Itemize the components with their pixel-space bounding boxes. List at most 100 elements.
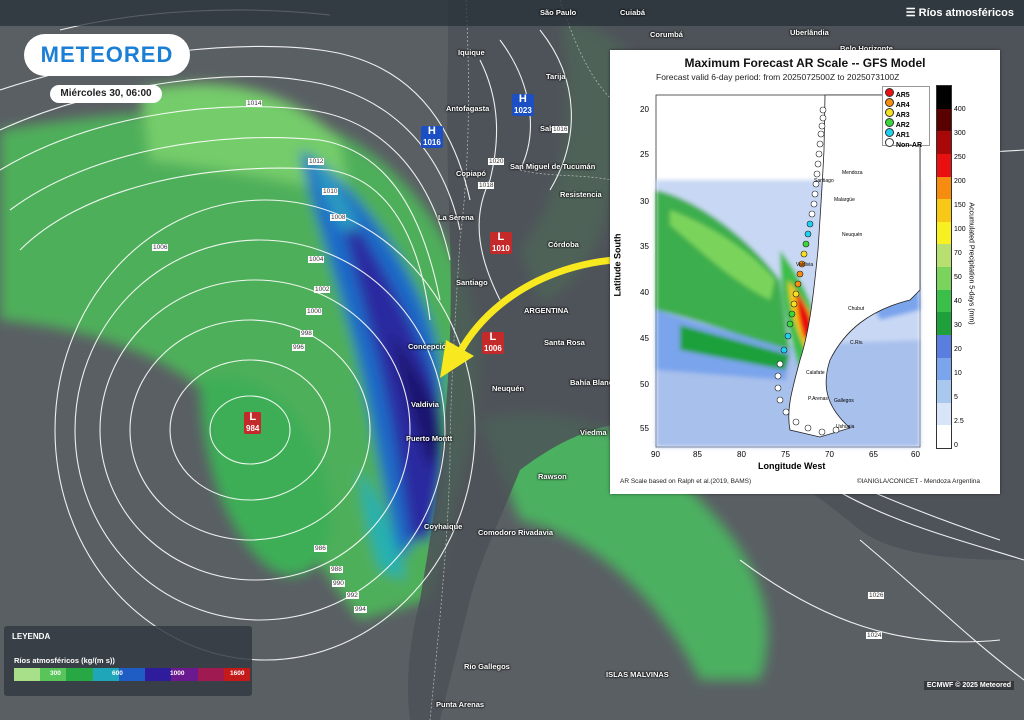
inset-place-label: Chubut	[848, 306, 865, 312]
inset-ytick: 45	[640, 334, 649, 343]
city-label: Rawson	[538, 472, 567, 481]
city-label: Viedma	[580, 428, 607, 437]
colorbar-tick: 400	[954, 106, 966, 113]
isobar-label: 992	[346, 592, 359, 599]
isobar-label: 1014	[246, 100, 263, 107]
city-label: Tarija	[546, 72, 566, 81]
inset-place-label: Calafate	[806, 370, 825, 376]
inset-title: Maximum Forecast AR Scale -- GFS Model	[684, 56, 926, 70]
top-bar: ☰ Ríos atmosféricos	[0, 0, 1024, 26]
inset-xtick: 75	[781, 450, 790, 459]
isobar-label: 994	[354, 606, 367, 613]
isobar-label: 996	[292, 344, 305, 351]
inset-ytick: 50	[640, 380, 649, 389]
legend-tick: 1600	[230, 670, 245, 677]
isobar-label: 998	[300, 330, 313, 337]
meteored-logo[interactable]: METEORED	[24, 34, 190, 76]
inset-xtick: 90	[651, 450, 660, 459]
inset-xtick: 60	[911, 450, 920, 459]
city-label: Neuquén	[492, 384, 525, 393]
isobar-label: 988	[330, 566, 343, 573]
colorbar-label: Accumulated Precipitation 5-days (mm)	[967, 202, 975, 325]
city-label: Belo Horizonte	[840, 44, 893, 53]
colorbar-tick: 100	[954, 226, 966, 233]
isobar-label: 990	[332, 580, 345, 587]
city-label: São Paulo	[540, 8, 577, 17]
colorbar-tick: 150	[954, 202, 966, 209]
low-pressure-center: L 1010	[490, 231, 512, 254]
inset-xlabel: Longitude West	[758, 461, 826, 471]
city-label: Iquique	[458, 48, 485, 57]
map-legend[interactable]: LEYENDA Ríos atmosféricos (kg/(m s)) 300…	[4, 626, 252, 696]
legend-title: LEYENDA	[12, 632, 51, 641]
colorbar-tick: 30	[954, 322, 962, 329]
inset-ytick: 30	[640, 197, 649, 206]
city-label: Santa Rosa	[544, 338, 585, 347]
city-label: Salta	[540, 124, 558, 133]
layer-name-label: Ríos atmosféricos	[918, 7, 1014, 19]
isobar-label: 1026	[868, 592, 885, 599]
isobar-label: 1002	[314, 286, 331, 293]
inset-ylabel: Latitude South	[612, 233, 623, 297]
isobar-label: 1006	[152, 244, 169, 251]
city-label: Punta Arenas	[436, 700, 485, 709]
city-label: Corumbá	[650, 30, 683, 39]
isobar-label: 1000	[306, 308, 323, 315]
inset-xtick: 80	[737, 450, 746, 459]
legend-colorbar	[14, 668, 250, 681]
city-label: ISLAS MALVINAS	[606, 670, 669, 679]
colorbar-tick: 10	[954, 370, 962, 377]
inset-place-label: Malargüe	[834, 197, 855, 203]
city-label: Concepción	[408, 342, 451, 351]
inset-colorbar	[936, 85, 952, 449]
isobar-label: 1024	[866, 632, 883, 639]
city-label: Bahía Blanca	[570, 378, 618, 387]
colorbar-tick: 40	[954, 298, 962, 305]
city-label: Santiago	[456, 278, 488, 287]
inset-footer-right: ©IANIGLA/CONICET - Mendoza Argentina	[856, 478, 980, 485]
low-pressure-center: L 1006	[482, 331, 504, 354]
colorbar-tick: 50	[954, 274, 962, 281]
colorbar-tick: 5	[954, 394, 958, 401]
isobar-label: 1016	[552, 126, 569, 133]
inset-xtick: 85	[693, 450, 702, 459]
city-label: ARGENTINA	[524, 306, 569, 315]
city-label: Puerto Montt	[406, 434, 453, 443]
city-label: Antofagasta	[446, 104, 490, 113]
ar-scale-inset[interactable]: Maximum Forecast AR Scale -- GFS Model F…	[610, 50, 1000, 494]
isobar-label: 986	[314, 545, 327, 552]
inset-ytick: 55	[640, 424, 649, 433]
city-label: Copiapó	[456, 169, 486, 178]
city-label: Cuiabá	[620, 8, 646, 17]
date-time-label[interactable]: Miércoles 30, 06:00	[50, 85, 162, 103]
legend-tick: 1000	[170, 670, 185, 677]
isobar-label: 1010	[322, 188, 339, 195]
inset-xtick: 70	[825, 450, 834, 459]
colorbar-tick: 70	[954, 250, 962, 257]
inset-map	[655, 94, 921, 448]
inset-place-label: Gallegos	[834, 398, 854, 404]
city-label: Uberlândia	[790, 28, 829, 37]
inset-place-label: Mendoza	[842, 170, 863, 176]
legend-tick: 300	[50, 670, 61, 677]
colorbar-tick: 0	[954, 442, 958, 449]
colorbar-tick: 200	[954, 178, 966, 185]
isobar-label: 1008	[330, 214, 347, 221]
city-label: Coyhaique	[424, 522, 463, 531]
high-pressure-center: H 1016	[421, 125, 443, 148]
copyright-notice: ECMWF © 2025 Meteored	[923, 681, 1014, 690]
legend-subtitle: Ríos atmosféricos (kg/(m s))	[14, 656, 115, 665]
city-label: Comodoro Rivadavia	[478, 528, 554, 537]
inset-ytick: 25	[640, 150, 649, 159]
high-pressure-center: H 1023	[512, 93, 534, 116]
colorbar-tick: 2.5	[954, 418, 964, 425]
colorbar-tick: 20	[954, 346, 962, 353]
inset-footer-left: AR Scale based on Ralph et al.(2019, BAM…	[620, 478, 752, 485]
inset-subtitle: Forecast valid 6-day period: from 202507…	[656, 72, 900, 82]
atmospheric-river-field	[0, 20, 768, 680]
inset-ytick: 20	[640, 105, 649, 114]
layer-menu-button[interactable]: ☰ Ríos atmosféricos	[905, 7, 1014, 19]
city-label: Valdivia	[411, 400, 439, 409]
legend-tick: 600	[112, 670, 123, 677]
inset-ytick: 35	[640, 242, 649, 251]
